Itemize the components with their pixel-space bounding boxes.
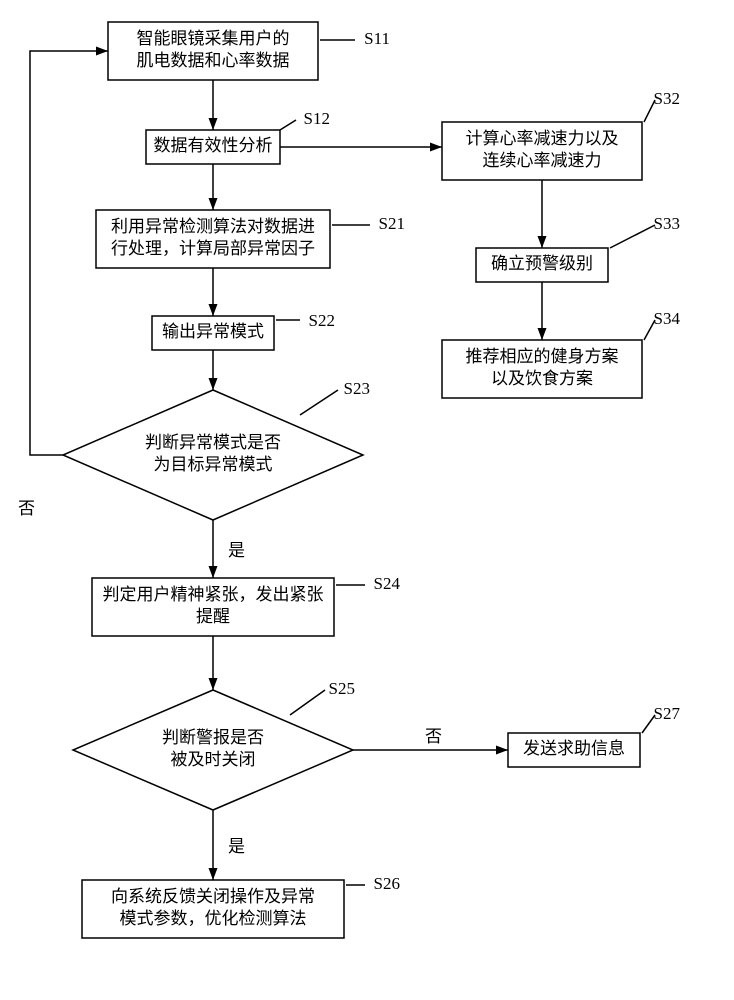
node-text-s27: 发送求助信息 bbox=[523, 739, 625, 758]
node-text-s21: 利用异常检测算法对数据进 bbox=[111, 217, 315, 236]
step-label-s25: S25 bbox=[329, 679, 355, 698]
node-text-s25: 被及时关闭 bbox=[171, 750, 256, 769]
node-text-s21: 行处理，计算局部异常因子 bbox=[111, 239, 315, 258]
flowchart-canvas: 是是否否智能眼镜采集用户的肌电数据和心率数据S11数据有效性分析S12利用异常检… bbox=[0, 0, 734, 1000]
edge bbox=[300, 390, 338, 415]
edge-label: 否 bbox=[18, 499, 35, 518]
node-text-s26: 模式参数，优化检测算法 bbox=[120, 909, 307, 928]
node-text-s24: 判定用户精神紧张，发出紧张 bbox=[103, 585, 324, 604]
node-text-s34: 以及饮食方案 bbox=[491, 369, 593, 388]
node-text-s11: 智能眼镜采集用户的 bbox=[137, 29, 290, 48]
step-label-s32: S32 bbox=[654, 89, 680, 108]
step-label-s11: S11 bbox=[364, 29, 390, 48]
node-text-s32: 计算心率减速力以及 bbox=[466, 129, 619, 148]
step-label-s34: S34 bbox=[654, 309, 681, 328]
edge bbox=[290, 690, 325, 715]
step-label-s23: S23 bbox=[344, 379, 370, 398]
edge bbox=[610, 225, 655, 248]
node-text-s23: 为目标异常模式 bbox=[154, 455, 273, 474]
node-text-s24: 提醒 bbox=[196, 607, 230, 626]
edge-label: 是 bbox=[228, 541, 245, 560]
node-text-s12: 数据有效性分析 bbox=[154, 136, 273, 155]
node-text-s32: 连续心率减速力 bbox=[483, 151, 602, 170]
node-text-s22: 输出异常模式 bbox=[162, 322, 264, 341]
node-text-s11: 肌电数据和心率数据 bbox=[137, 51, 290, 70]
step-label-s33: S33 bbox=[654, 214, 680, 233]
step-label-s21: S21 bbox=[379, 214, 405, 233]
node-text-s23: 判断异常模式是否 bbox=[145, 433, 281, 452]
edge-label: 是 bbox=[228, 837, 245, 856]
step-label-s26: S26 bbox=[374, 874, 400, 893]
step-label-s27: S27 bbox=[654, 704, 681, 723]
node-text-s34: 推荐相应的健身方案 bbox=[466, 347, 619, 366]
edge-label: 否 bbox=[425, 727, 442, 746]
step-label-s22: S22 bbox=[309, 311, 335, 330]
node-text-s26: 向系统反馈关闭操作及异常 bbox=[111, 887, 315, 906]
edge bbox=[280, 120, 296, 130]
step-label-s24: S24 bbox=[374, 574, 401, 593]
step-label-s12: S12 bbox=[304, 109, 330, 128]
node-text-s33: 确立预警级别 bbox=[491, 254, 593, 273]
node-text-s25: 判断警报是否 bbox=[162, 728, 264, 747]
